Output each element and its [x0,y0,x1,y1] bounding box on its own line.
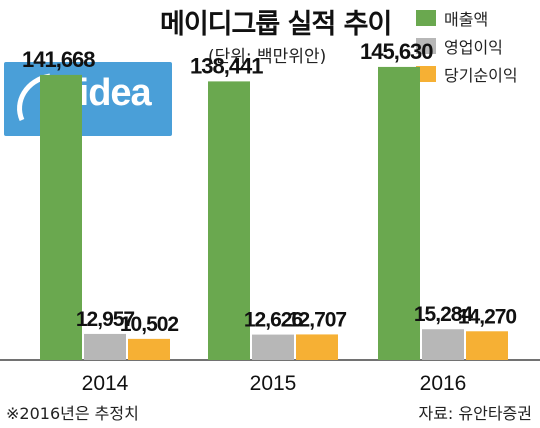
legend-swatch-operating-profit [416,38,436,54]
legend-label-operating-profit: 영업이익 [444,38,503,57]
legend: 매출액 영업이익 당기순이익 [416,4,518,88]
bar-operating-profit-2016 [422,329,464,360]
value-label-net-income-2015: 12,707 [288,308,347,331]
legend-swatch-revenue [416,10,436,26]
bar-net-income-2016 [466,331,508,360]
value-label-revenue-2016: 145,630 [360,39,433,64]
value-label-operating-profit-2014: 12,957 [76,308,135,331]
bar-operating-profit-2014 [84,333,126,360]
value-label-net-income-2014: 10,502 [120,313,179,336]
legend-label-net-income: 당기순이익 [444,66,518,85]
chart-title: 메이디그룹 실적 추이 [160,9,392,40]
legend-item-revenue: 매출액 [416,4,518,32]
bar-net-income-2014 [128,338,170,360]
legend-swatch-net-income [416,66,436,82]
bar-revenue-2014 [40,74,82,360]
bar-net-income-2015 [296,334,338,360]
legend-item-net-income: 당기순이익 [416,60,518,88]
value-label-revenue-2015: 138,441 [190,53,263,78]
value-label-net-income-2016: 14,270 [458,305,517,328]
value-label-operating-profit-2016: 15,284 [414,303,474,326]
footnote: ※2016년은 추정치 [6,404,139,423]
value-label-revenue-2014: 141,668 [22,47,95,72]
bar-revenue-2015 [208,81,250,361]
x-tick-label-2016: 2016 [420,372,467,395]
value-label-operating-profit-2015: 12,626 [244,309,303,332]
source-note: 자료: 유안타증권 [418,404,532,423]
bar-operating-profit-2015 [252,334,294,360]
legend-item-operating-profit: 영업이익 [416,32,518,60]
x-tick-label-2015: 2015 [250,372,297,395]
chart-subtitle: (단위: 백만위안) [208,47,327,67]
bar-revenue-2016 [378,66,420,361]
legend-label-revenue: 매출액 [444,10,489,29]
x-tick-label-2014: 2014 [82,372,129,395]
